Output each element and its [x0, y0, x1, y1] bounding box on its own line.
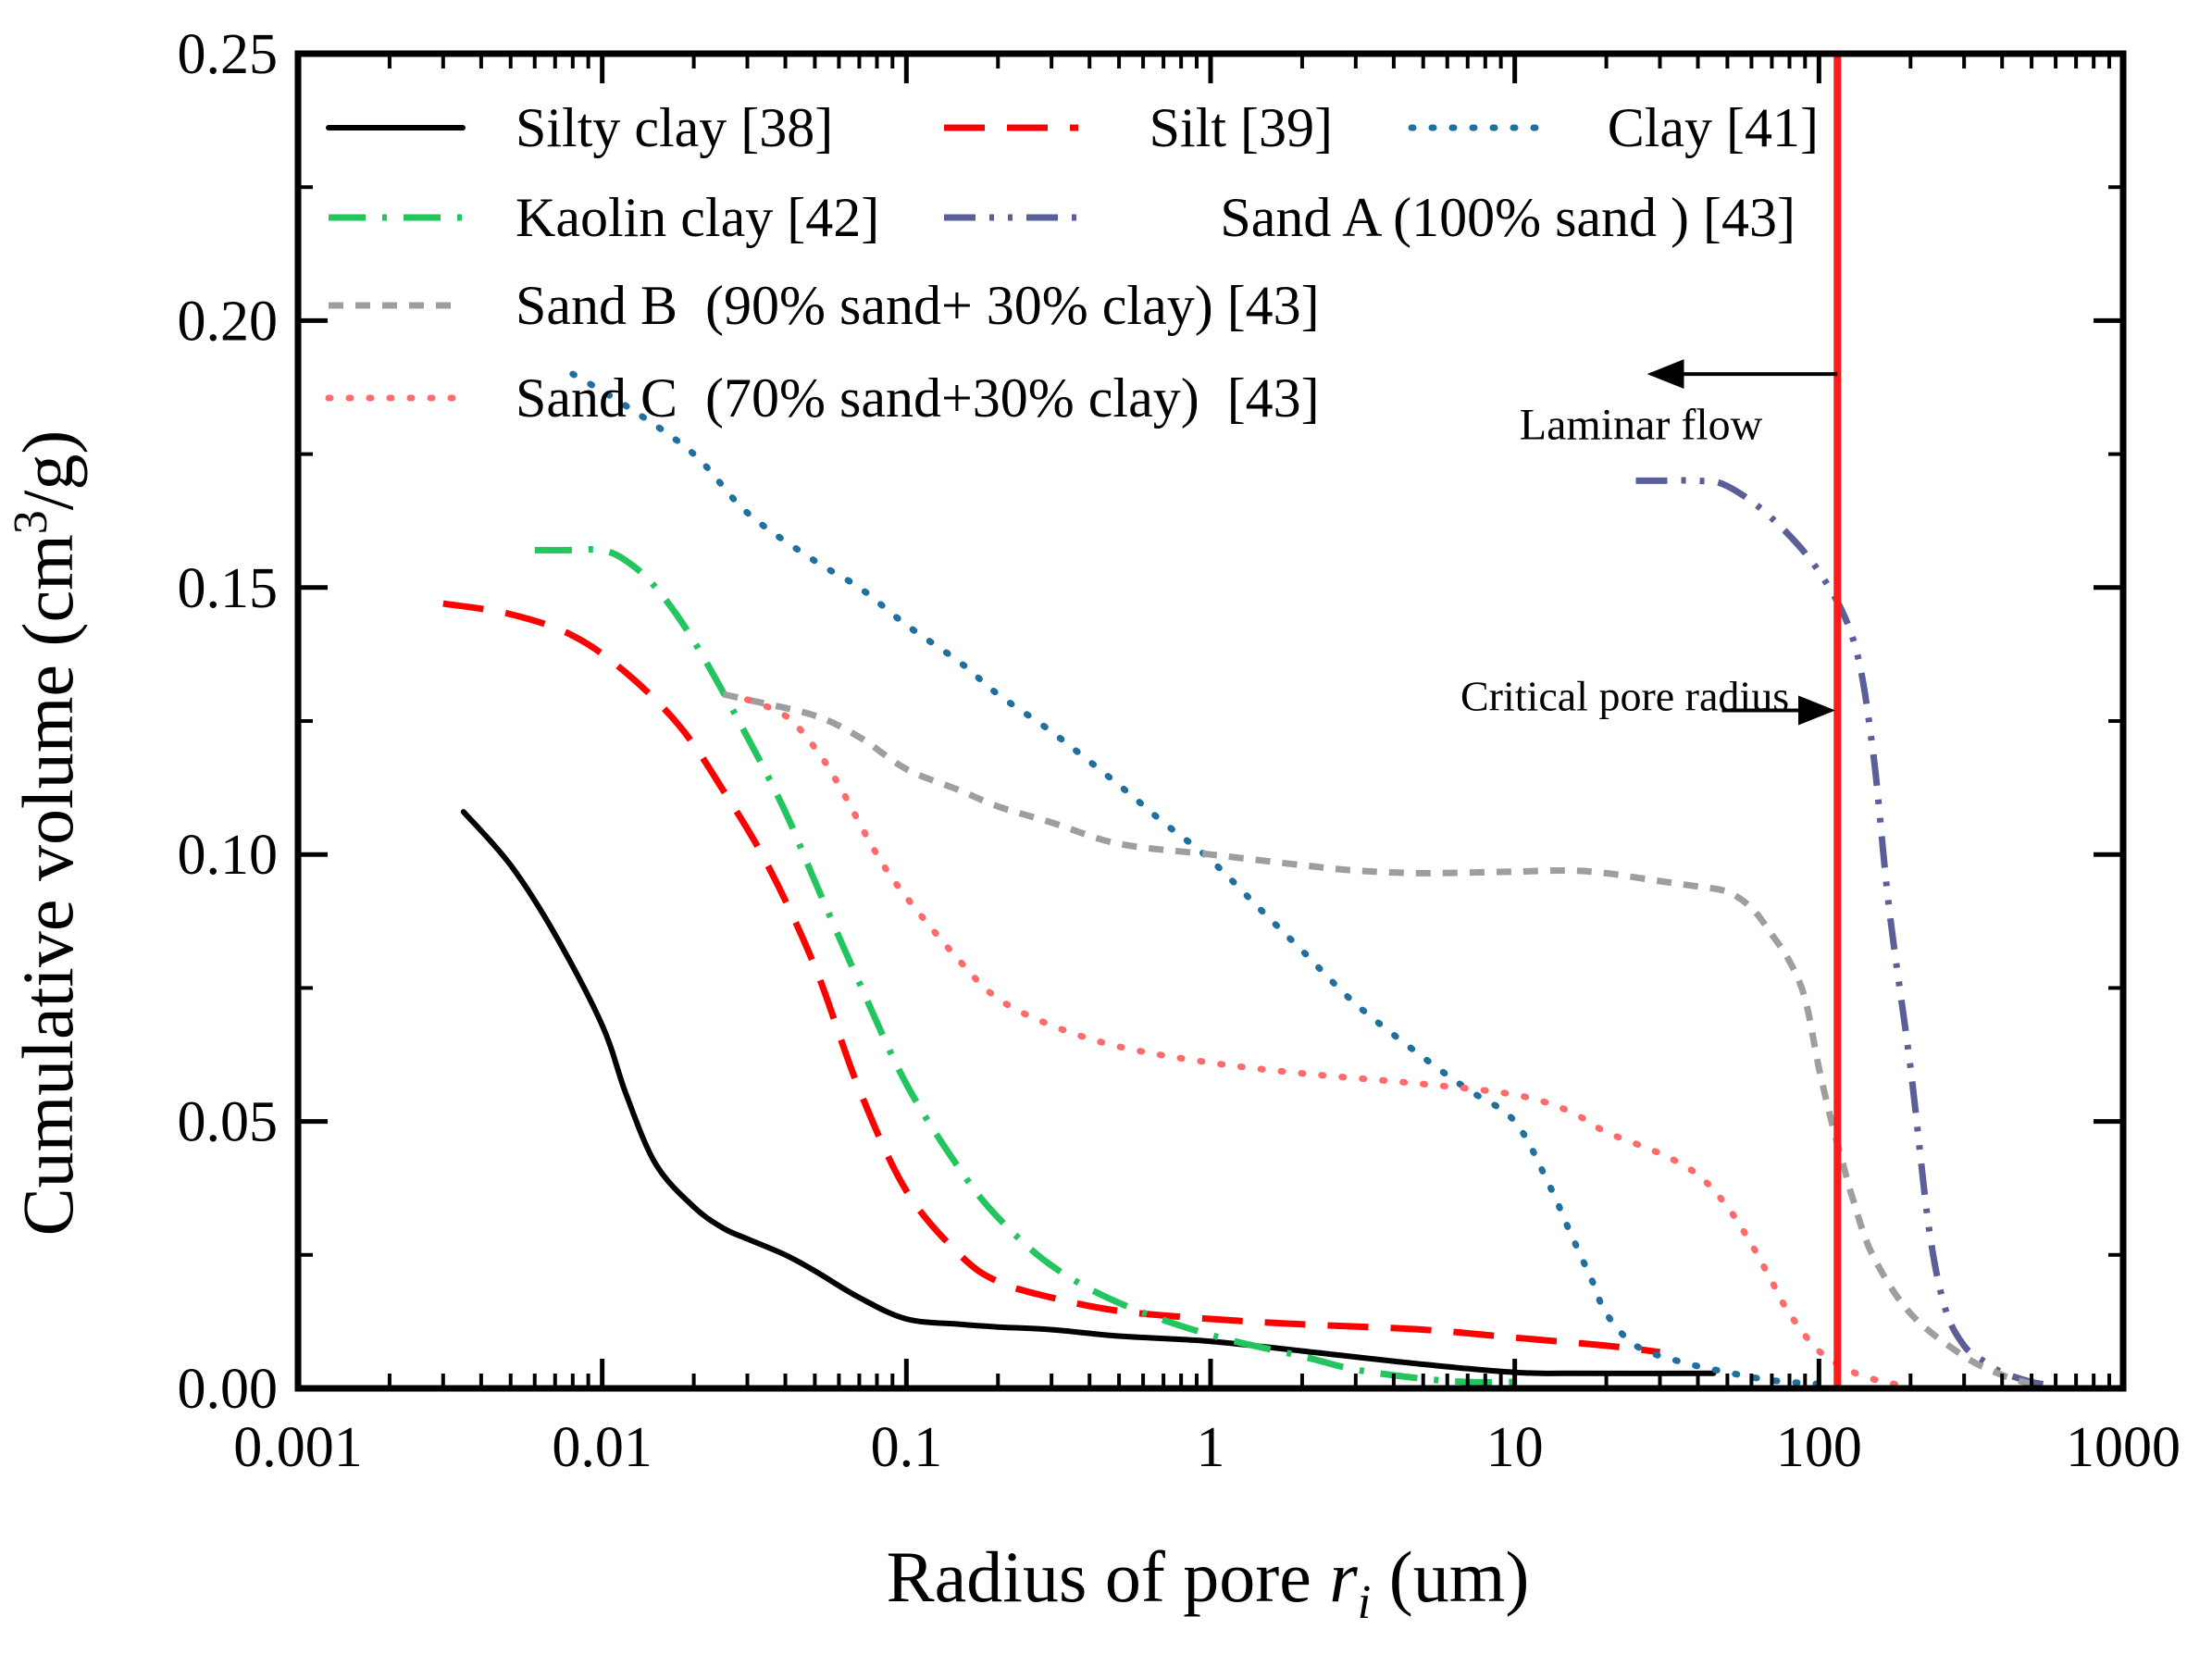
series-line-sand-b-90-sand-30-clay-43	[722, 690, 2033, 1387]
x-axis-title-sub: i	[1358, 1576, 1371, 1629]
annotation-laminar-flow: Laminar flow	[1520, 400, 1763, 449]
plot-frame	[294, 50, 2127, 1392]
legend-label-sand-b-90-sand-30-clay-43: Sand B (90% sand+ 30% clay) [43]	[516, 275, 1320, 336]
x-tick-label: 0.001	[233, 1416, 363, 1479]
annotations: Laminar flow Critical pore radius	[1460, 359, 1838, 726]
y-axis-title-suffix: /g)	[7, 430, 88, 511]
legend: Silty clay [38] Silt [39] Clay [41] Kaolin …	[325, 97, 1819, 429]
x-tick-label: 0.1	[871, 1416, 943, 1479]
x-axis-title-prefix: Radius of pore	[887, 1536, 1330, 1617]
series-line-clay-41	[569, 370, 1822, 1387]
y-tick-label: 0.10	[178, 824, 279, 887]
x-tick-label: 1000	[2066, 1416, 2181, 1479]
series-layer	[442, 54, 2057, 1389]
legend-label-sand-c-70-sand-30-clay-43: Sand C (70% sand+30% clay) [43]	[516, 367, 1320, 429]
legend-label-sand-a-100-sand-43: Sand A (100% sand ) [43]	[1220, 187, 1796, 248]
series-line-silt-39	[442, 600, 1660, 1356]
annotation-critical-pore-radius: Critical pore radius	[1460, 672, 1789, 719]
legend-label-kaolin-clay-42: Kaolin clay [42]	[516, 187, 879, 248]
x-tick-label: 100	[1776, 1416, 1862, 1479]
x-tick-label: 1	[1197, 1416, 1225, 1479]
y-tick-label: 0.05	[178, 1091, 279, 1154]
y-axis-title-prefix: Cumulative volume (cm	[7, 534, 88, 1236]
x-tick-label: 0.01	[552, 1416, 652, 1479]
x-axis-title: Radius of pore ri (um)	[887, 1536, 1530, 1629]
legend-label-clay-41: Clay [41]	[1608, 97, 1819, 158]
series-line-sand-a-100-sand-43	[1635, 477, 2057, 1389]
series-line-sand-c-70-sand-30-clay-43	[744, 696, 1914, 1389]
x-axis-title-var: r	[1329, 1536, 1358, 1617]
legend-label-silty-clay-38: Silty clay [38]	[516, 97, 833, 158]
y-axis-title: Cumulative volume (cm3/g)	[5, 430, 88, 1237]
series-line-kaolin-clay-42	[534, 546, 1515, 1386]
y-tick-label: 0.15	[178, 557, 279, 620]
y-tick-label: 0.25	[178, 23, 279, 86]
x-axis-title-suffix: (um)	[1371, 1536, 1529, 1617]
legend-label-silt-39: Silt [39]	[1149, 97, 1333, 158]
axes-layer: 0.001 0.01 0.1 1 10 100 1000 0.00 0.05 0.10 0.15 0.…	[178, 23, 2181, 1479]
y-tick-label: 0.20	[178, 290, 279, 353]
y-axis-title-sup: 3	[5, 510, 57, 534]
x-tick-label: 10	[1486, 1416, 1544, 1479]
y-tick-label: 0.00	[178, 1358, 279, 1421]
series-line-silty-clay-38	[460, 809, 1717, 1376]
